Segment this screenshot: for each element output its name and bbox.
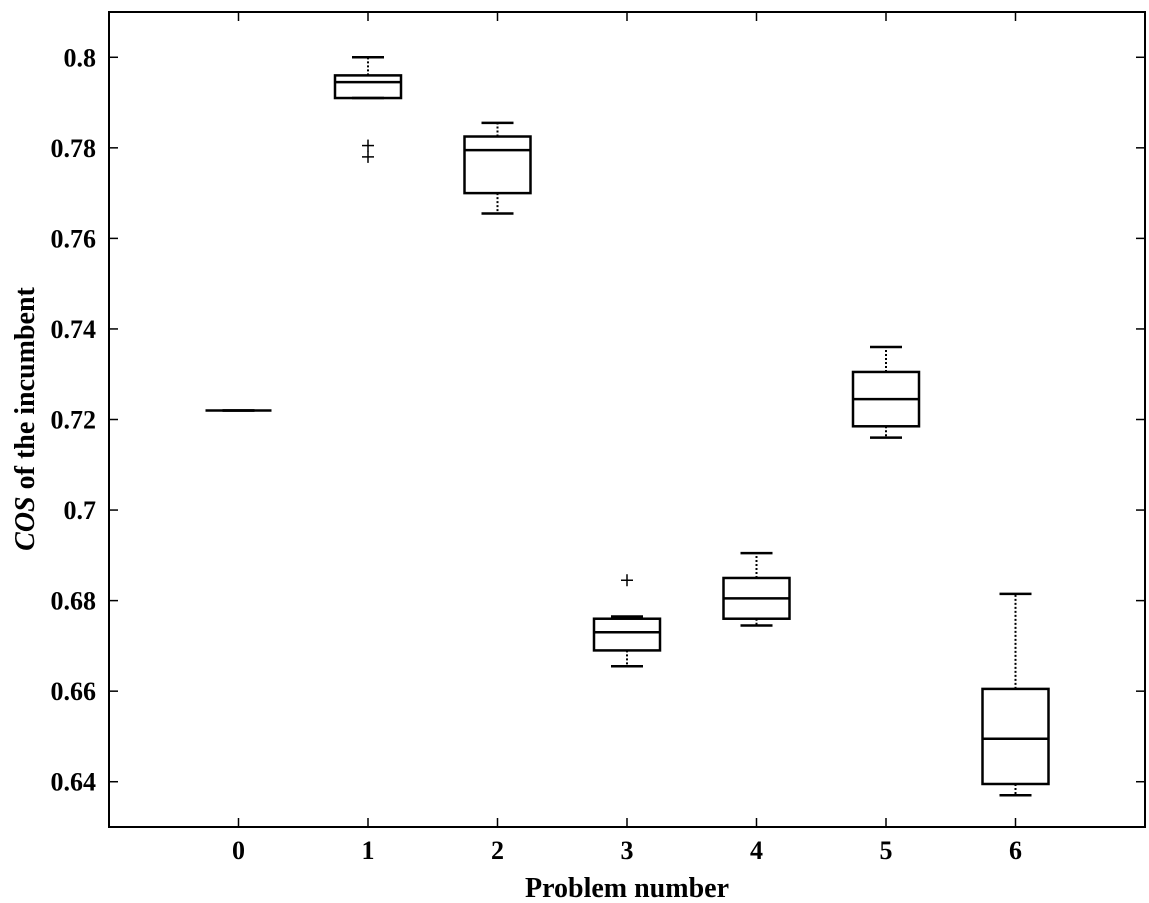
interquartile-box <box>463 135 532 195</box>
box-plot-3 <box>592 574 662 668</box>
interquartile-box <box>981 687 1050 786</box>
interquartile-box <box>333 74 403 100</box>
x-tick-label: 4 <box>750 836 763 865</box>
outlier-marker <box>621 574 633 587</box>
interquartile-box <box>592 617 662 652</box>
x-tick-label: 0 <box>232 836 245 865</box>
box-plot-6 <box>981 592 1050 797</box>
y-tick-label: 0.72 <box>51 406 97 435</box>
x-tick-label: 6 <box>1009 836 1022 865</box>
x-axis: 0 1 2 3 4 5 6 <box>232 12 1022 865</box>
box-plot-1 <box>333 56 403 163</box>
box-plot-2 <box>463 121 532 215</box>
x-tick-label: 5 <box>880 836 893 865</box>
box-plot-5 <box>851 345 921 439</box>
y-tick-label: 0.8 <box>64 43 97 72</box>
y-tick-label: 0.7 <box>64 496 97 525</box>
outlier-marker <box>362 150 374 163</box>
x-tick-label: 3 <box>621 836 634 865</box>
y-axis-title: COS of the incumbent <box>10 286 41 550</box>
y-axis: 0.64 0.66 0.68 0.7 0.72 0.74 0.76 0.78 0.8 <box>51 43 1145 797</box>
x-axis-title: Problem number <box>525 873 729 903</box>
y-tick-label: 0.78 <box>51 134 97 163</box>
plot-area-frame <box>108 11 1146 828</box>
y-tick-label: 0.64 <box>51 768 97 797</box>
box-plot-4 <box>722 551 791 627</box>
y-tick-label: 0.68 <box>51 587 97 616</box>
outlier-marker <box>362 139 374 152</box>
x-tick-label: 2 <box>491 836 504 865</box>
y-tick-label: 0.74 <box>51 315 97 344</box>
y-axis-title-rest: of the incumbent <box>10 286 41 496</box>
x-tick-label: 1 <box>362 836 375 865</box>
y-axis-title-italic: COS <box>10 496 41 550</box>
y-tick-label: 0.76 <box>51 224 97 253</box>
box-series <box>205 56 1050 797</box>
y-tick-label: 0.66 <box>51 677 97 706</box>
